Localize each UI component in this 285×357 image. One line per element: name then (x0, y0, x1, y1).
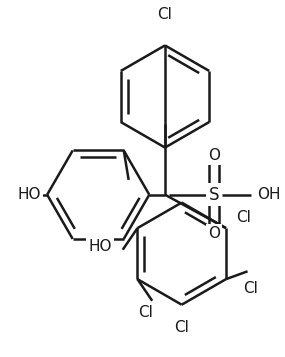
Text: S: S (209, 186, 219, 204)
Text: Cl: Cl (174, 320, 189, 335)
Text: Cl: Cl (236, 210, 251, 225)
Text: OH: OH (257, 187, 281, 202)
Text: O: O (208, 226, 220, 241)
Text: Cl: Cl (244, 281, 258, 296)
Text: Cl: Cl (158, 7, 172, 22)
Text: Cl: Cl (138, 305, 153, 320)
Text: HO: HO (88, 239, 112, 254)
Text: O: O (208, 148, 220, 163)
Text: HO: HO (18, 187, 41, 202)
